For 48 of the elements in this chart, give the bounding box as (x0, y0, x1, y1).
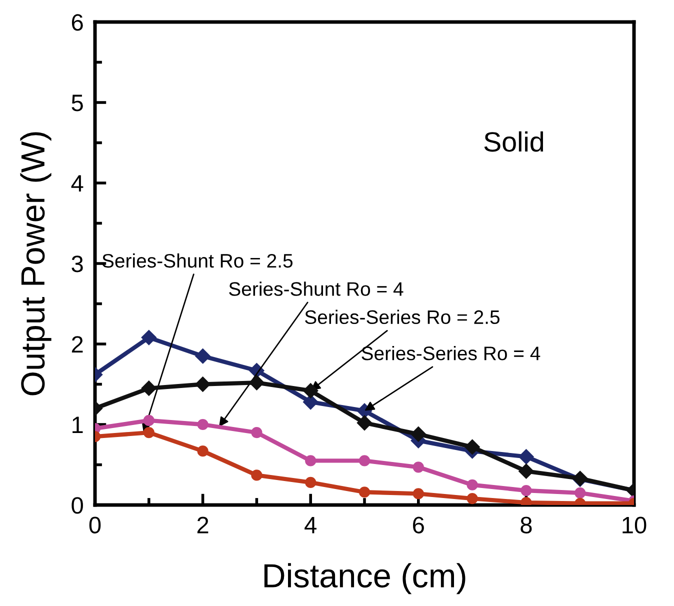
point (412, 488, 424, 500)
y-axis-title: Output Power (W) (20, 132, 52, 396)
point (141, 380, 156, 396)
annotation: Series-Series Ro = 4 (362, 346, 540, 360)
point (143, 426, 154, 438)
point (303, 394, 318, 410)
x-tick-label: 0 (89, 516, 101, 534)
y-tick-label: 4 (71, 175, 84, 192)
point (251, 426, 262, 438)
x-tick-label: 4 (304, 516, 316, 534)
point (141, 330, 156, 346)
annotation: Series-Shunt Ro = 2.5 (102, 253, 293, 268)
point (143, 414, 154, 426)
point (466, 493, 478, 504)
point (249, 375, 264, 390)
point (303, 383, 318, 398)
x-tick-label: 2 (197, 516, 208, 534)
point (356, 415, 372, 430)
y-tick-label: 6 (72, 14, 83, 31)
annotation: Solid (484, 131, 544, 152)
annotation: Series-Shunt Ro = 4 (229, 282, 404, 296)
annotation: Series-Series Ro = 2.5 (305, 310, 500, 324)
x-tick-label: 8 (520, 516, 532, 534)
point (197, 446, 208, 457)
point (251, 470, 262, 481)
point (305, 476, 316, 488)
y-tick-label: 1 (72, 416, 83, 434)
y-tick-label: 3 (72, 256, 83, 272)
point (358, 486, 370, 498)
point (518, 449, 534, 464)
y-tick-label: 5 (72, 94, 83, 112)
x-axis-title: Distance (cm) (264, 563, 466, 594)
point (412, 462, 424, 473)
point (358, 455, 370, 466)
point (195, 348, 210, 364)
point (195, 376, 210, 392)
point (518, 464, 534, 479)
point (464, 439, 480, 455)
point (466, 479, 478, 490)
point (197, 418, 208, 430)
x-tick-label: 6 (413, 516, 424, 534)
point (574, 487, 586, 498)
point (305, 455, 316, 466)
x-tick-label: 10 (622, 516, 646, 534)
y-tick-label: 2 (72, 336, 83, 353)
point (520, 484, 532, 496)
y-tick-label: 0 (72, 497, 83, 514)
point (410, 426, 426, 442)
